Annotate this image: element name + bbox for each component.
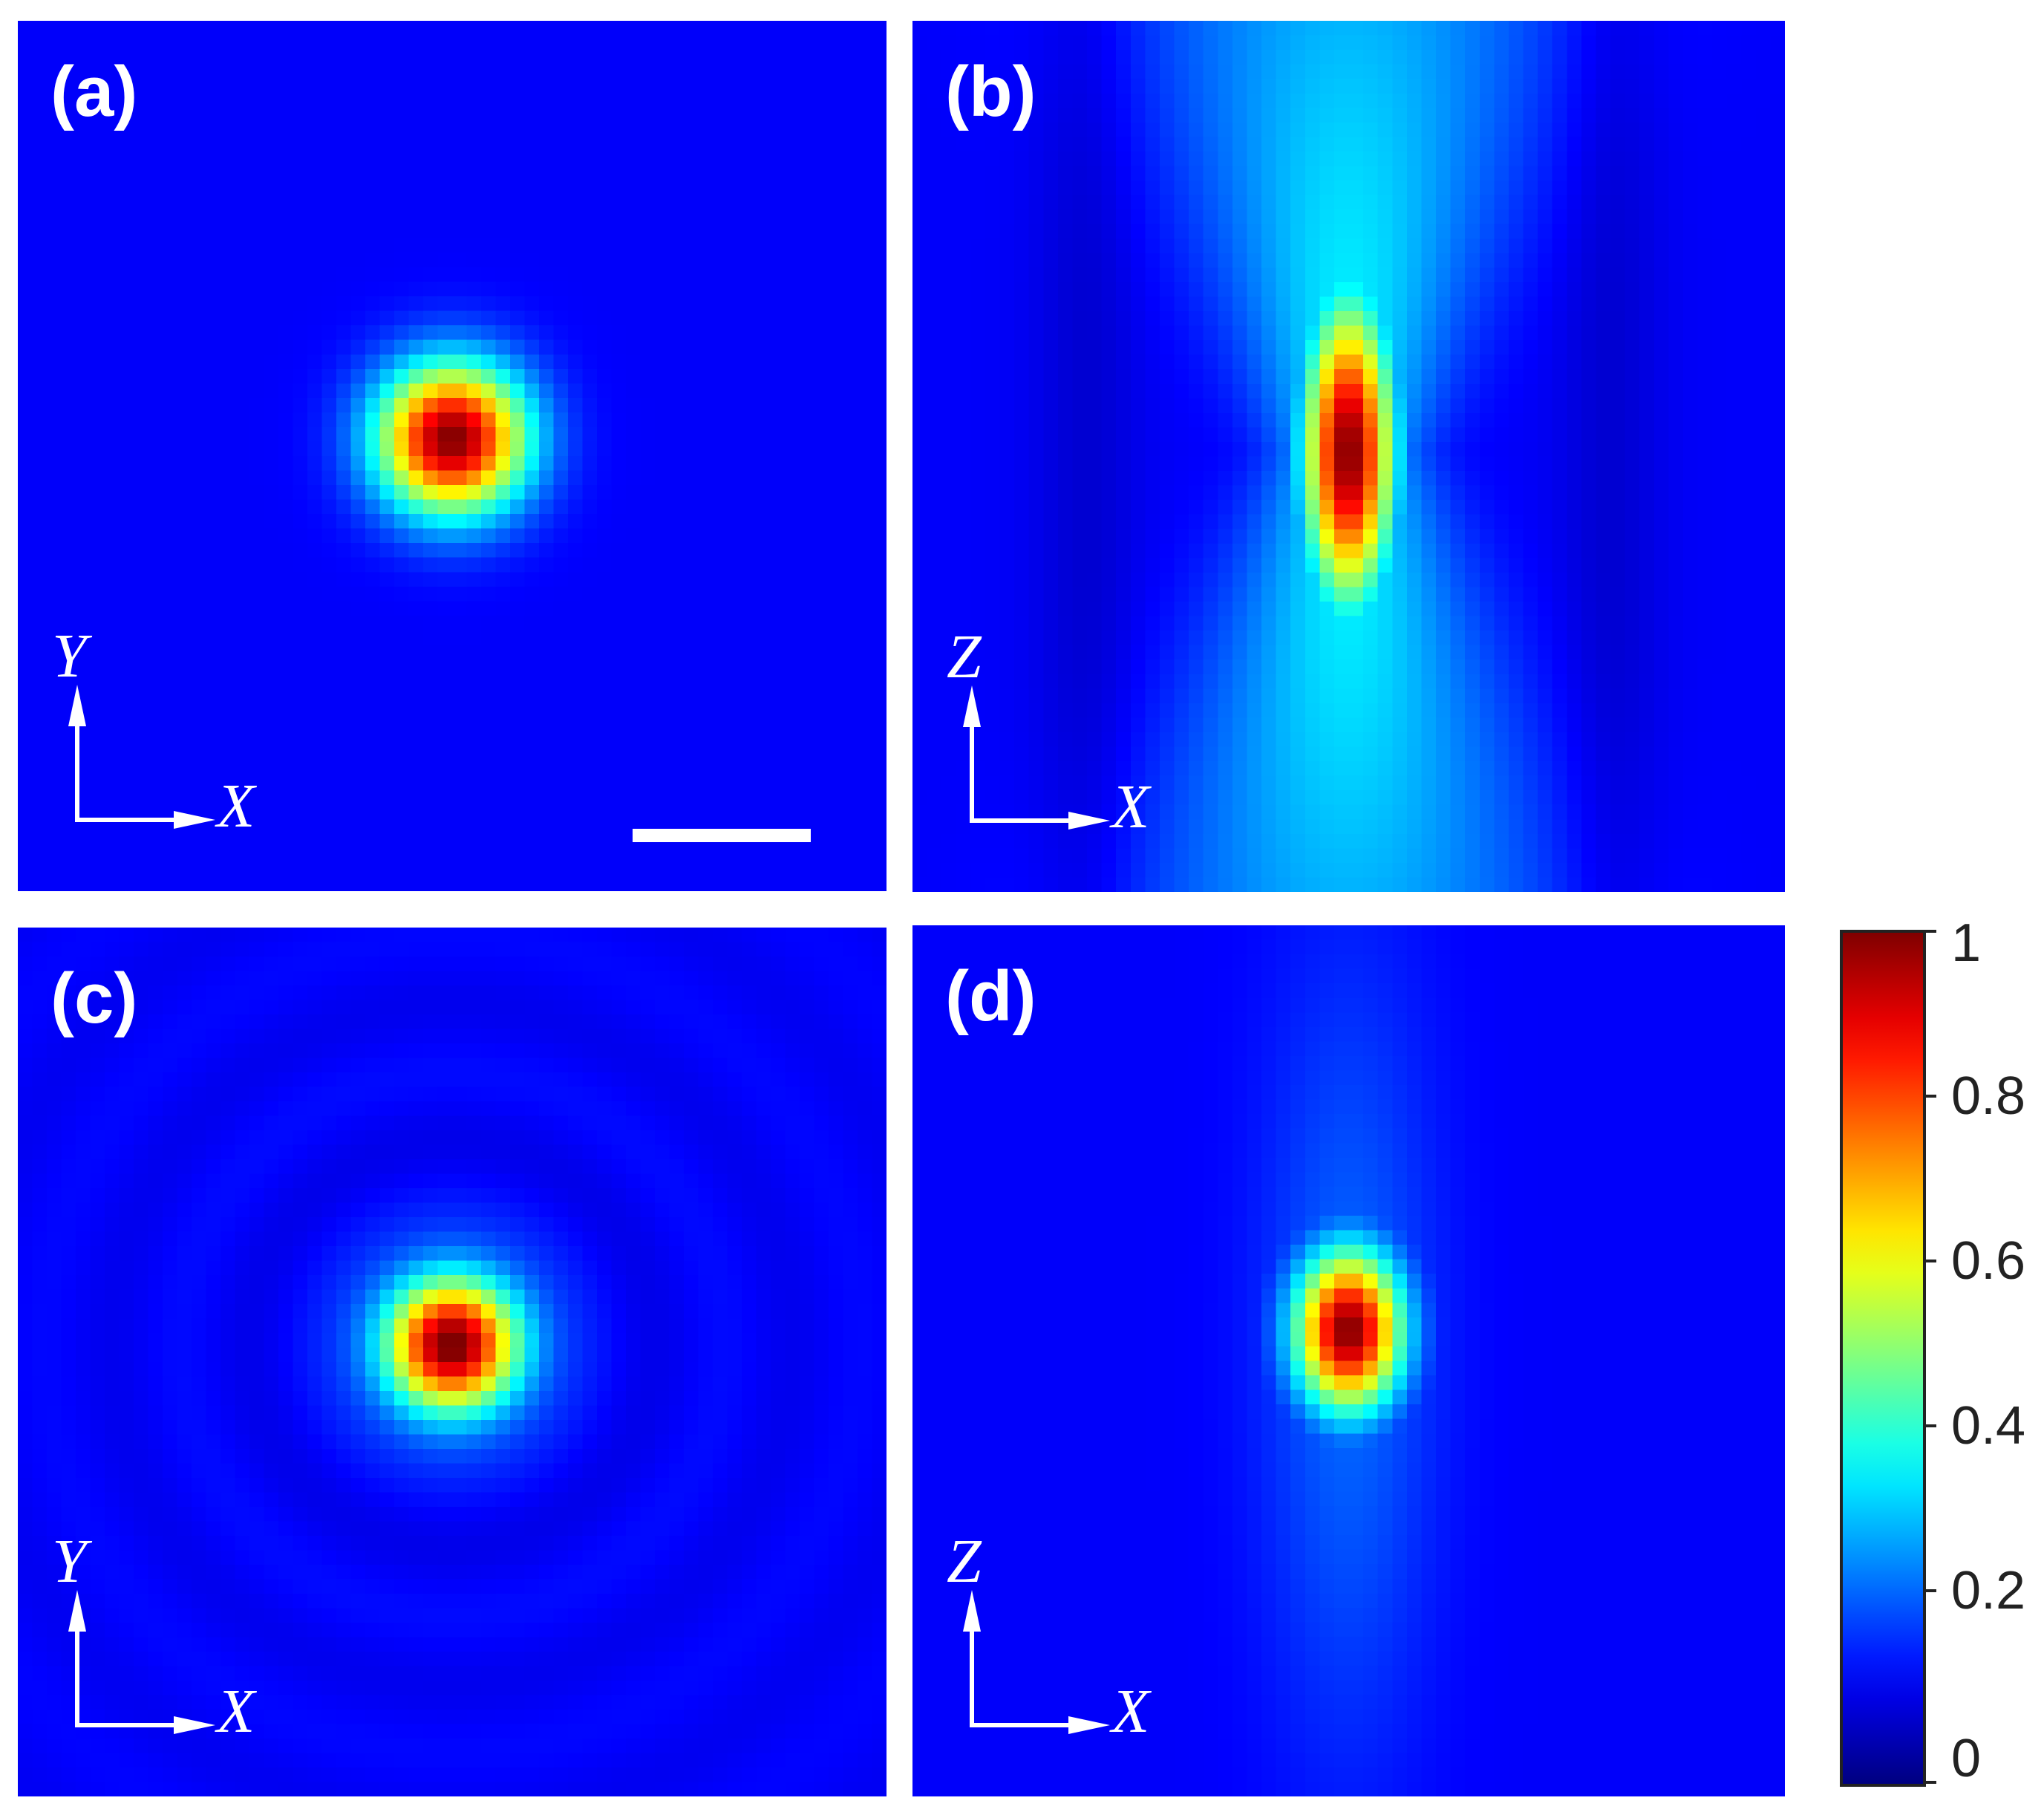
colorbar-ticks: 1 0.8 0.6 0.4 0.2 0	[1926, 916, 2044, 1788]
colorbar-tick	[1926, 1781, 1936, 1784]
axes-arrows-b	[963, 685, 1110, 830]
colorbar-tick-label: 0.2	[1951, 1561, 2026, 1620]
x-axis-label-b: X	[1111, 772, 1150, 841]
colorbar-tick-label: 0.8	[1951, 1066, 2026, 1126]
panel-label-c: (c)	[50, 959, 138, 1038]
colorbar-tick-label: 0	[1951, 1729, 1982, 1788]
heatmap-canvas-a	[18, 21, 887, 891]
panel-label-d: (d)	[945, 957, 1036, 1036]
axes-arrows-a	[68, 685, 215, 829]
y-axis-label-a: Y	[52, 622, 87, 691]
heatmap-canvas-c	[18, 928, 887, 1796]
colorbar-tick	[1926, 1095, 1936, 1098]
axes-arrows-d	[963, 1590, 1110, 1734]
heatmap-panel-b: (b) Z X	[912, 21, 1785, 892]
axes-indicator-c: Y X	[43, 1531, 266, 1753]
x-axis-label-a: X	[217, 772, 255, 841]
heatmap-canvas-b	[912, 21, 1785, 892]
x-axis-label-c: X	[217, 1677, 255, 1746]
z-axis-label-d: Z	[947, 1527, 982, 1596]
axes-indicator-b: Z X	[938, 626, 1160, 849]
heatmap-panel-a: (a) Y X	[18, 21, 887, 891]
heatmap-panel-d: (d) Z X	[912, 925, 1785, 1796]
scale-bar	[633, 829, 811, 842]
colorbar-tick	[1926, 930, 1936, 933]
axes-indicator-d: Z X	[938, 1531, 1160, 1753]
colorbar-tick	[1926, 1424, 1936, 1427]
heatmap-canvas-d	[912, 925, 1785, 1796]
x-axis-label-d: X	[1111, 1677, 1150, 1746]
axes-indicator-a: Y X	[43, 625, 266, 848]
colorbar-tick	[1926, 1260, 1936, 1262]
colorbar-tick-label: 0.4	[1951, 1396, 2026, 1456]
z-axis-label-b: Z	[947, 622, 982, 691]
colorbar-tick-label: 1	[1951, 913, 1982, 973]
colorbar	[1840, 930, 1926, 1787]
panel-label-b: (b)	[945, 52, 1036, 131]
axes-arrows-c	[68, 1590, 215, 1734]
heatmap-panel-c: (c) Y X	[18, 928, 887, 1796]
panel-label-a: (a)	[50, 52, 138, 131]
y-axis-label-c: Y	[52, 1527, 87, 1596]
colorbar-tick	[1926, 1589, 1936, 1592]
colorbar-tick-label: 0.6	[1951, 1231, 2026, 1291]
